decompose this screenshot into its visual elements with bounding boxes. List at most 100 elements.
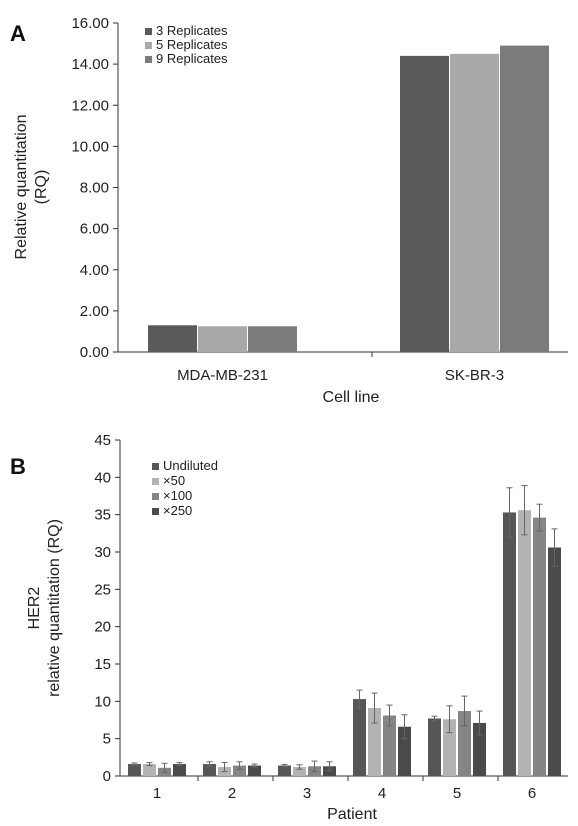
y-tick-label: 12.00 — [71, 97, 109, 114]
legend-label: 9 Replicates — [156, 51, 228, 66]
error-bar — [206, 761, 213, 767]
y-tick-label: 15 — [94, 656, 111, 673]
bar--250-4 — [398, 726, 411, 776]
x-tick-label: 2 — [228, 785, 236, 802]
legend-label: ×100 — [163, 488, 192, 503]
y-tick-label: 0 — [103, 768, 111, 785]
y-axis-title: Relative quantitation — [13, 115, 30, 260]
y-axis-title: HER2 — [26, 587, 43, 630]
bar--250-5 — [473, 722, 486, 776]
y-tick-label: 14.00 — [71, 56, 109, 73]
error-bar — [551, 528, 558, 567]
y-tick-label: 25 — [94, 581, 111, 598]
x-tick-label: MDA-MB-231 — [177, 367, 268, 384]
legend-swatch — [152, 508, 159, 515]
y-tick-label: 0.00 — [80, 344, 109, 361]
error-bar — [326, 761, 333, 772]
error-bar — [536, 503, 543, 532]
y-tick-label: 2.00 — [80, 303, 109, 320]
legend-swatch — [145, 42, 152, 49]
x-axis-title: Patient — [327, 806, 377, 823]
error-bar — [281, 763, 288, 768]
y-tick-label: 35 — [94, 507, 111, 524]
bar-3-replicates-mda-mb-231 — [148, 325, 197, 352]
panel-letter: B — [10, 454, 26, 479]
y-tick-label: 30 — [94, 544, 111, 561]
bar--50-1 — [143, 764, 156, 776]
bar--250-1 — [173, 764, 186, 776]
bar-5-replicates-mda-mb-231 — [198, 326, 247, 352]
bar--250-2 — [248, 765, 261, 776]
legend-label: 3 Replicates — [156, 23, 228, 38]
x-axis-title: Cell line — [323, 389, 380, 406]
error-bar — [371, 692, 378, 724]
bar-3-replicates-sk-br-3 — [400, 55, 449, 353]
error-bar — [461, 695, 468, 727]
bar--100-5 — [458, 711, 471, 776]
y-tick-label: 4.00 — [80, 262, 109, 279]
error-bar — [251, 763, 258, 768]
bar--50-6 — [518, 510, 531, 776]
x-tick-label: 4 — [378, 785, 386, 802]
y-tick-label: 45 — [94, 432, 111, 449]
bar-undiluted-4 — [353, 699, 366, 776]
bar-9-replicates-sk-br-3 — [500, 45, 549, 353]
error-bar — [476, 710, 483, 736]
y-tick-label: 6.00 — [80, 221, 109, 238]
legend-label: 5 Replicates — [156, 37, 228, 52]
error-bar — [296, 764, 303, 770]
error-bar — [161, 762, 168, 773]
x-tick-label: 1 — [153, 785, 161, 802]
y-tick-label: 16.00 — [71, 15, 109, 32]
error-bar — [221, 762, 228, 773]
bar--50-5 — [443, 719, 456, 776]
error-bar — [131, 762, 138, 766]
x-tick-label: 6 — [528, 785, 536, 802]
legend-swatch — [152, 493, 159, 500]
y-tick-label: 10 — [94, 693, 111, 710]
y-tick-label: 10.00 — [71, 138, 109, 155]
x-tick-label: SK-BR-3 — [445, 367, 504, 384]
legend: Undiluted×50×100×250 — [152, 458, 218, 518]
x-tick-label: 3 — [303, 785, 311, 802]
y-axis-title: (RQ) — [33, 170, 50, 205]
bar-undiluted-6 — [503, 512, 516, 776]
error-bar — [386, 704, 393, 727]
bar--100-2 — [233, 765, 246, 776]
bar--100-4 — [383, 715, 396, 776]
bar-undiluted-3 — [278, 765, 291, 776]
legend-swatch — [145, 28, 152, 35]
bar-9-replicates-mda-mb-231 — [248, 326, 297, 352]
error-bar — [176, 762, 183, 767]
error-bar — [431, 715, 438, 722]
y-tick-label: 5 — [103, 731, 111, 748]
legend-swatch — [152, 463, 159, 470]
y-tick-label: 40 — [94, 469, 111, 486]
bar-undiluted-5 — [428, 718, 441, 776]
bar-undiluted-2 — [203, 764, 216, 776]
error-bar — [146, 762, 153, 767]
error-bar — [356, 689, 363, 709]
error-bar — [446, 705, 453, 734]
error-bar — [506, 487, 513, 538]
y-tick-label: 8.00 — [80, 180, 109, 197]
error-bar — [401, 714, 408, 740]
bar--50-4 — [368, 708, 381, 776]
error-bar — [236, 761, 243, 770]
y-axis-title: relative quantitation (RQ) — [46, 519, 63, 697]
bar--250-6 — [548, 547, 561, 776]
error-bar — [311, 760, 318, 773]
legend-label: ×50 — [163, 473, 185, 488]
bar-5-replicates-sk-br-3 — [450, 53, 499, 352]
legend-label: ×250 — [163, 503, 192, 518]
y-tick-label: 20 — [94, 619, 111, 636]
chart-panel-a: A 0.00 2.00 4.00 6.00 8.00 10.00 12.00 14.00 16.0… — [10, 15, 568, 406]
panel-letter: A — [10, 21, 26, 46]
legend-swatch — [152, 478, 159, 485]
x-tick-label: 5 — [453, 785, 461, 802]
bar--50-3 — [293, 767, 306, 776]
bar-undiluted-1 — [128, 764, 141, 776]
